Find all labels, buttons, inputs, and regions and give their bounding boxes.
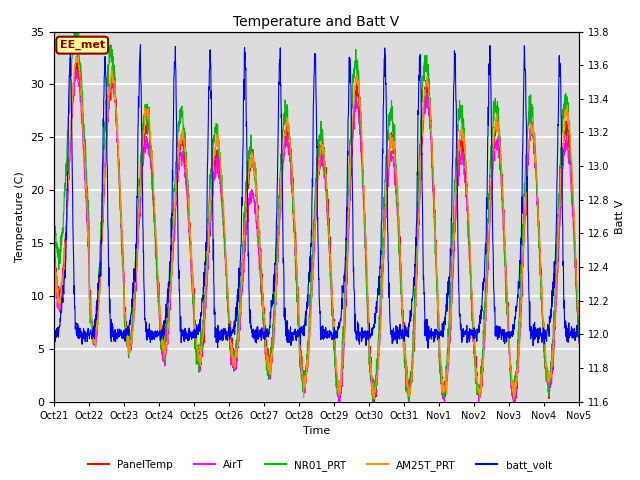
Text: EE_met: EE_met [60,40,105,50]
Y-axis label: Temperature (C): Temperature (C) [15,171,25,262]
Y-axis label: Batt V: Batt V [615,199,625,234]
X-axis label: Time: Time [303,426,330,436]
Legend: PanelTemp, AirT, NR01_PRT, AM25T_PRT, batt_volt: PanelTemp, AirT, NR01_PRT, AM25T_PRT, ba… [84,456,556,475]
Title: Temperature and Batt V: Temperature and Batt V [234,15,400,29]
